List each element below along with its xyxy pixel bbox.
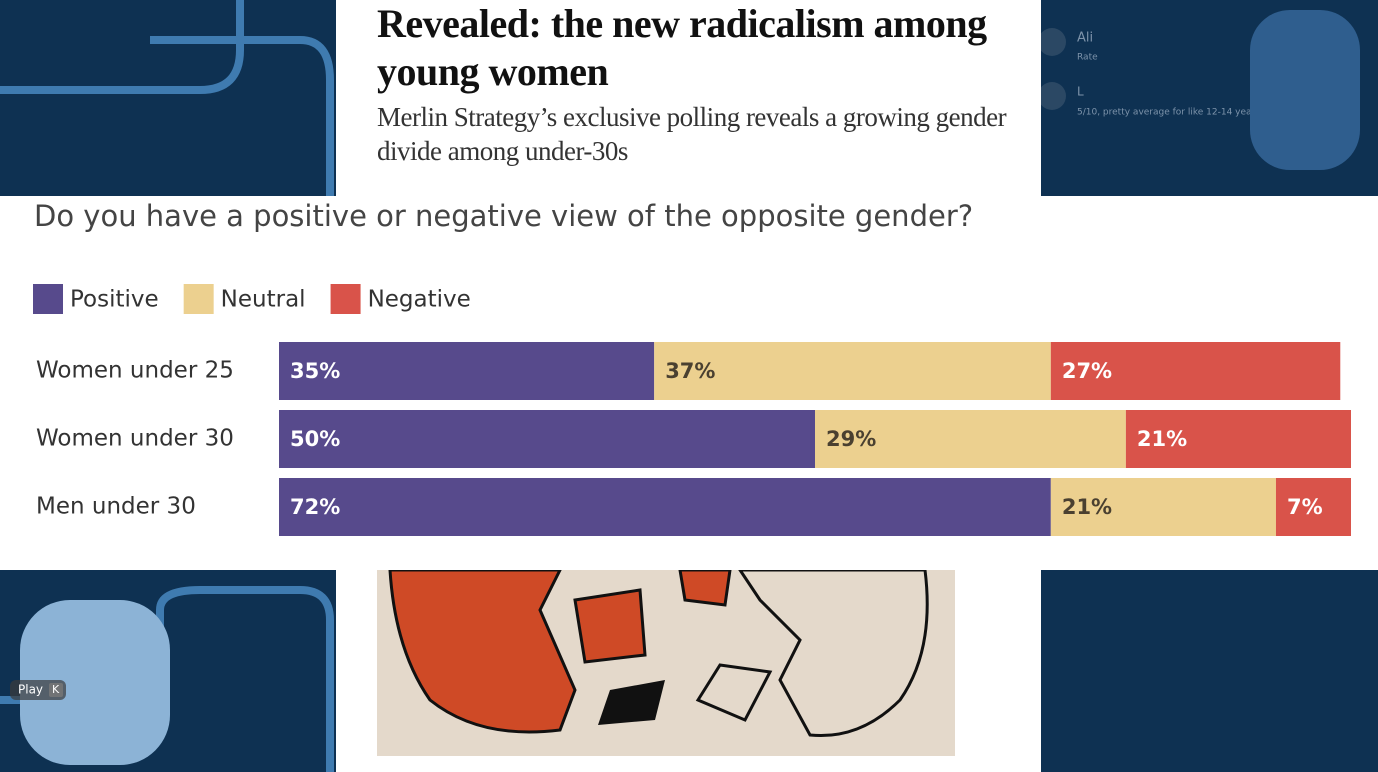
category-label: Women under 25 [36, 358, 234, 384]
legend-label: Neutral [221, 287, 306, 313]
decor-line [0, 0, 334, 196]
value-label: 29% [826, 427, 876, 451]
bar-segment [1125, 410, 1351, 468]
value-label: 72% [290, 495, 340, 519]
value-label: 7% [1287, 495, 1323, 519]
chart: Positive Neutral Negative Women under 25 35%… [33, 284, 1351, 536]
bar-segment [1275, 478, 1351, 536]
bar-segment [654, 342, 1051, 400]
headline: Revealed: the new radicalism among young… [377, 1, 987, 94]
bar-segment [1050, 342, 1341, 400]
fragment [695, 663, 773, 722]
side-text: L [1077, 85, 1084, 99]
avatar [1038, 82, 1066, 110]
key-badge [49, 683, 63, 697]
bar-segment [279, 410, 815, 468]
key-label: K [52, 683, 60, 696]
value-label: 50% [290, 427, 340, 451]
category-label: Women under 30 [36, 426, 234, 452]
side-text: Rate [1077, 53, 1098, 63]
side-text: Ali [1077, 31, 1093, 46]
chart-title: Do you have a positive or negative view … [34, 199, 973, 233]
fragment [598, 680, 665, 725]
legend-label: Negative [368, 287, 471, 313]
face-outline [737, 568, 929, 738]
person-photo [20, 600, 170, 765]
play-label[interactable]: Play [18, 683, 43, 697]
bar-segment [815, 410, 1126, 468]
legend-swatch [330, 284, 361, 314]
article-block: Revealed: the new radicalism among young… [377, 0, 1027, 196]
bar-segment [279, 342, 655, 400]
legend-label: Positive [70, 287, 159, 313]
value-label: 21% [1137, 427, 1187, 451]
fragment [573, 588, 647, 664]
legend-swatch [33, 284, 63, 314]
face-red [388, 568, 577, 734]
fragment [678, 568, 732, 607]
article-text: Revealed: the new radicalism among young… [377, 0, 1027, 196]
value-label: 21% [1062, 495, 1112, 519]
value-label: 37% [665, 359, 715, 383]
legend-swatch [183, 284, 214, 314]
right-bottom-panel [1041, 570, 1378, 772]
side-text: 5/10, pretty average for like 12-14 year… [1077, 108, 1272, 118]
value-label: 27% [1062, 359, 1112, 383]
avatar [1038, 28, 1066, 56]
standfirst: Merlin Strategy’s exclusive polling reve… [377, 102, 1007, 166]
category-label: Men under 30 [36, 494, 196, 520]
left-top-panel [0, 0, 336, 196]
value-label: 35% [290, 359, 340, 383]
bar-segment [279, 478, 1051, 536]
person-photo [1250, 10, 1360, 170]
bar-segment [1050, 478, 1276, 536]
